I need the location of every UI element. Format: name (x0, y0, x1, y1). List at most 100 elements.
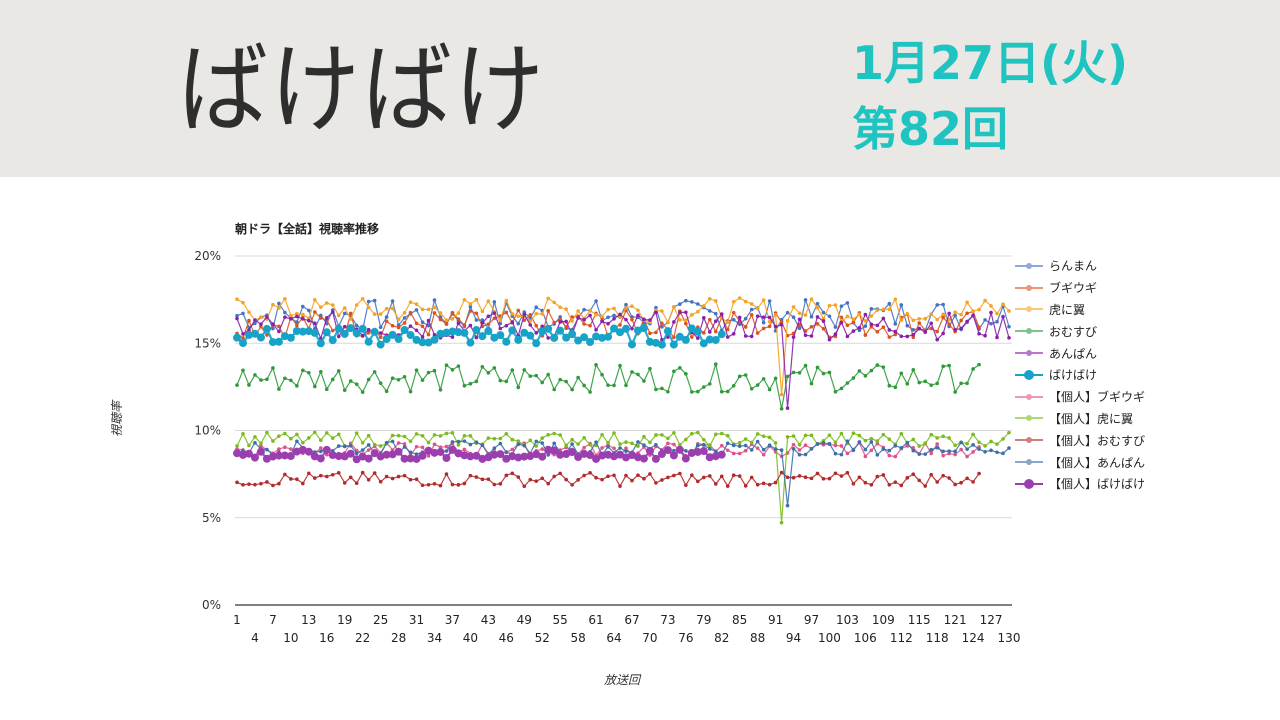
legend-swatch-icon (1015, 284, 1043, 291)
series-line (233, 323, 726, 349)
x-tick-label: 31 (409, 613, 424, 627)
x-tick-label: 100 (818, 631, 841, 645)
x-tick-label: 121 (944, 613, 967, 627)
x-tick-label: 106 (854, 631, 877, 645)
series-line (235, 439, 1011, 508)
series-line (233, 445, 726, 464)
series-line (235, 296, 1011, 397)
legend-label: 【個人】虎に翼 (1049, 411, 1134, 426)
legend-label: おむすび (1049, 324, 1098, 339)
x-tick-label: 61 (588, 613, 603, 627)
x-axis-label: 放送回 (604, 673, 641, 687)
x-tick-label: 115 (908, 613, 931, 627)
legend-label: あんぱん (1049, 346, 1098, 361)
chart-title: 朝ドラ【全話】視聴率推移 (235, 222, 380, 236)
legend-item: ブギウギ (1015, 277, 1145, 299)
legend-item: ばけばけ (1015, 364, 1145, 386)
broadcast-date: 1月27日(火) (852, 36, 1129, 90)
x-tick-label: 13 (301, 613, 316, 627)
legend-label: 【個人】ばけばけ (1049, 477, 1146, 492)
x-tick-label: 64 (606, 631, 621, 645)
chart-legend: らんまんブギウギ虎に翼おむすびあんぱんばけばけ【個人】ブギウギ 【個人】虎に翼 【個… (1015, 255, 1145, 495)
x-tick-label: 43 (481, 613, 496, 627)
legend-item: らんまん (1015, 255, 1145, 277)
y-tick-label: 20% (194, 249, 221, 263)
x-tick-label: 124 (962, 631, 985, 645)
x-tick-label: 7 (269, 613, 277, 627)
y-tick-label: 5% (202, 511, 221, 525)
legend-item: 【個人】おむすび (1015, 429, 1145, 451)
x-tick-label: 109 (872, 613, 895, 627)
x-tick-label: 112 (890, 631, 913, 645)
x-tick-label: 49 (517, 613, 532, 627)
legend-swatch-icon (1015, 306, 1043, 313)
x-tick-label: 55 (553, 613, 568, 627)
legend-swatch-icon (1015, 328, 1043, 335)
x-tick-label: 70 (642, 631, 657, 645)
x-tick-label: 127 (980, 613, 1003, 627)
x-tick-label: 22 (355, 631, 370, 645)
x-axis-ticks: 1 7 13 19 25 31 37 43 49 55 61 67 73 79 85 91 97 103 109 11… (233, 613, 1020, 645)
legend-item: おむすび (1015, 320, 1145, 342)
legend-swatch-icon (1015, 369, 1043, 380)
x-tick-label: 91 (768, 613, 783, 627)
x-tick-label: 118 (926, 631, 949, 645)
episode-number: 第82回 (852, 102, 1009, 156)
x-tick-label: 97 (804, 613, 819, 627)
legend-item: あんぱん (1015, 342, 1145, 364)
x-tick-label: 16 (319, 631, 334, 645)
header-banner: ばけばけ 1月27日(火) 第82回 (0, 0, 1280, 177)
y-axis-ticks: 0% 5% 10% 15% 20% (194, 249, 221, 612)
series-line (235, 470, 981, 489)
x-tick-label: 25 (373, 613, 388, 627)
series-line (235, 361, 981, 411)
legend-label: ブギウギ (1049, 281, 1098, 296)
y-tick-label: 0% (202, 598, 221, 612)
x-tick-label: 85 (732, 613, 747, 627)
legend-label: ばけばけ (1049, 368, 1098, 383)
x-tick-label: 79 (696, 613, 711, 627)
legend-label: らんまん (1049, 259, 1098, 274)
data-series (233, 296, 1011, 525)
x-tick-label: 94 (786, 631, 801, 645)
legend-item: 【個人】虎に翼 (1015, 408, 1145, 430)
x-tick-label: 46 (499, 631, 514, 645)
legend-label: 虎に翼 (1049, 302, 1086, 317)
x-tick-label: 1 (233, 613, 241, 627)
x-tick-label: 58 (570, 631, 585, 645)
legend-swatch-icon (1015, 350, 1043, 357)
x-tick-label: 4 (251, 631, 259, 645)
x-tick-label: 40 (463, 631, 478, 645)
legend-swatch-icon (1015, 262, 1043, 269)
drama-title: ばけばけ (178, 33, 547, 147)
legend-label: 【個人】ブギウギ (1049, 390, 1146, 405)
legend-swatch-icon (1015, 459, 1043, 466)
x-tick-label: 28 (391, 631, 406, 645)
legend-item: 【個人】ばけばけ (1015, 473, 1145, 495)
x-tick-label: 37 (445, 613, 460, 627)
y-tick-label: 15% (194, 336, 221, 350)
x-tick-label: 34 (427, 631, 442, 645)
grid-lines (235, 255, 1012, 606)
x-tick-label: 88 (750, 631, 765, 645)
legend-item: 【個人】あんぱん (1015, 451, 1145, 473)
y-tick-label: 10% (194, 424, 221, 438)
legend-swatch-icon (1015, 393, 1043, 400)
legend-item: 虎に翼 (1015, 299, 1145, 321)
x-tick-label: 82 (714, 631, 729, 645)
x-tick-label: 76 (678, 631, 693, 645)
x-tick-label: 10 (283, 631, 298, 645)
legend-label: 【個人】あんぱん (1049, 455, 1146, 470)
x-tick-label: 19 (337, 613, 352, 627)
legend-swatch-icon (1015, 437, 1043, 444)
legend-swatch-icon (1015, 478, 1043, 489)
legend-swatch-icon (1015, 415, 1043, 422)
legend-item: 【個人】ブギウギ (1015, 386, 1145, 408)
x-tick-label: 73 (660, 613, 675, 627)
x-tick-label: 130 (998, 631, 1021, 645)
legend-label: 【個人】おむすび (1049, 433, 1146, 448)
x-tick-label: 67 (624, 613, 639, 627)
x-tick-label: 52 (535, 631, 550, 645)
x-tick-label: 103 (836, 613, 859, 627)
